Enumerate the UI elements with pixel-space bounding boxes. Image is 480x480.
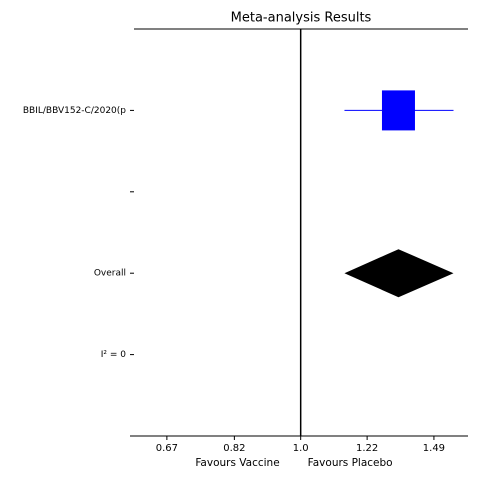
x-label-right: Favours Placebo [308, 457, 393, 469]
x-tick-label: 0.82 [223, 443, 245, 454]
y-tick-label: Overall [94, 269, 126, 279]
x-tick-label: 1.0 [293, 443, 309, 454]
x-tick-label: 1.49 [423, 443, 445, 454]
x-tick-label: 0.67 [156, 443, 178, 454]
y-tick-label: I² = 0 [101, 350, 127, 360]
y-tick-label: BBIL/BBV152-C/2020(p [23, 106, 126, 116]
chart-title: Meta-analysis Results [231, 11, 372, 26]
estimate-square [381, 90, 415, 131]
overall-diamond [344, 249, 454, 298]
x-tick-label: 1.22 [356, 443, 378, 454]
x-label-left: Favours Vaccine [195, 457, 279, 469]
